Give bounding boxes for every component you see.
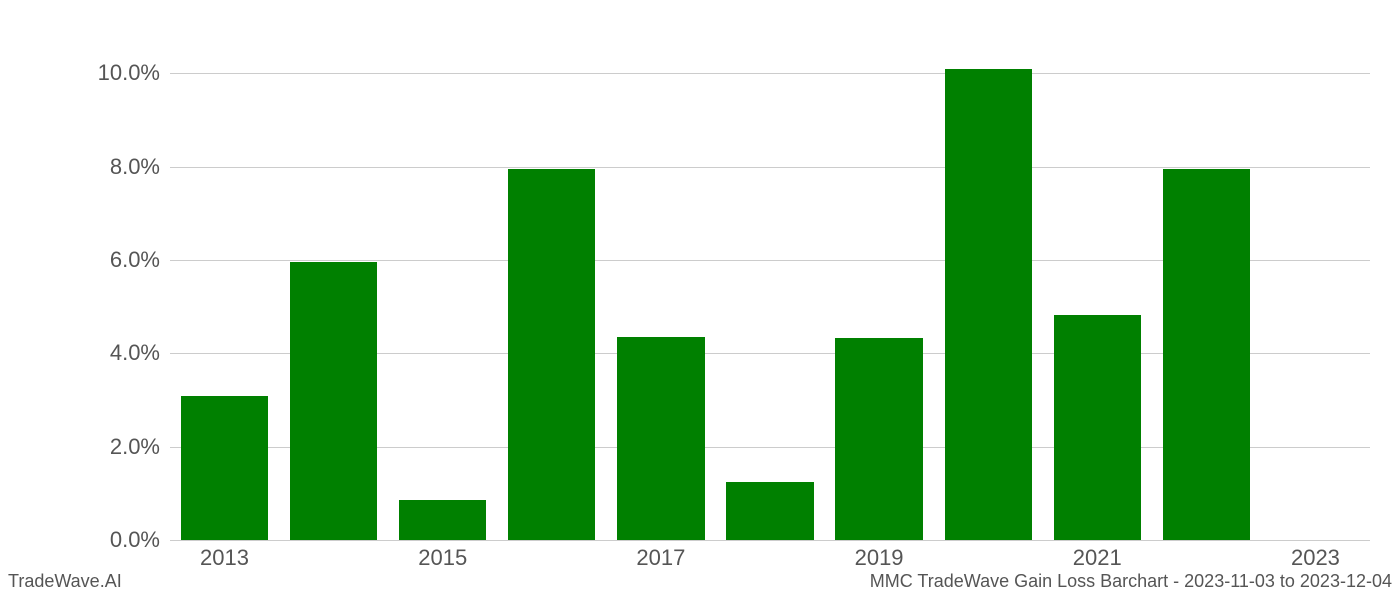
y-tick-label: 4.0%: [60, 340, 160, 366]
bar: [1054, 315, 1141, 540]
bar: [617, 337, 704, 540]
y-tick-label: 6.0%: [60, 247, 160, 273]
gridline: [170, 73, 1370, 74]
bar: [508, 169, 595, 540]
plot-area: [170, 50, 1370, 540]
y-tick-label: 0.0%: [60, 527, 160, 553]
x-tick-label: 2023: [1291, 545, 1340, 571]
x-tick-label: 2019: [855, 545, 904, 571]
gridline: [170, 167, 1370, 168]
gridline: [170, 540, 1370, 541]
chart-container: [170, 50, 1370, 540]
x-tick-label: 2021: [1073, 545, 1122, 571]
bar: [290, 262, 377, 540]
y-tick-label: 10.0%: [60, 60, 160, 86]
bar: [835, 338, 922, 540]
bar: [399, 500, 486, 540]
footer-left-text: TradeWave.AI: [8, 571, 122, 592]
y-tick-label: 2.0%: [60, 434, 160, 460]
bar: [1163, 169, 1250, 540]
x-tick-label: 2015: [418, 545, 467, 571]
x-tick-label: 2013: [200, 545, 249, 571]
footer-right-text: MMC TradeWave Gain Loss Barchart - 2023-…: [870, 571, 1392, 592]
bar: [181, 396, 268, 540]
bar: [726, 482, 813, 540]
y-tick-label: 8.0%: [60, 154, 160, 180]
bar: [945, 69, 1032, 540]
x-tick-label: 2017: [636, 545, 685, 571]
